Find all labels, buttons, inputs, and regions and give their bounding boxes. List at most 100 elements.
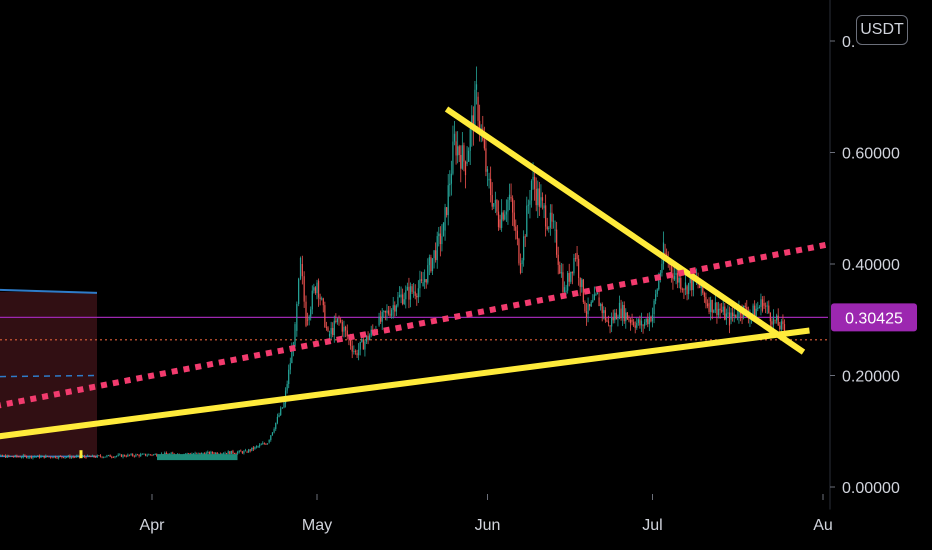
candle-body (447, 185, 449, 216)
candle-body (532, 176, 534, 181)
candle-body (370, 329, 372, 336)
x-tick-label: Jul (642, 517, 662, 534)
candle-body (154, 454, 156, 455)
candle-body (265, 443, 267, 445)
candle-body (485, 148, 487, 172)
candle-body (617, 318, 619, 320)
candle-body (143, 453, 145, 455)
candle-body (468, 150, 470, 162)
candle-body (735, 314, 737, 317)
candle-body (727, 312, 729, 314)
candle-body (384, 311, 386, 313)
candle-body (516, 230, 518, 240)
candle-body (213, 453, 215, 455)
candle-body (497, 211, 500, 228)
candle-body (45, 455, 47, 458)
candle-body (710, 299, 712, 312)
candle-body (5, 455, 7, 458)
candle-body (336, 318, 339, 322)
candle-body (266, 443, 269, 445)
candle-body (280, 408, 282, 416)
candle-body (77, 455, 79, 457)
candle-body (251, 447, 253, 451)
candle-body (716, 302, 718, 316)
range-zone-mid-line (0, 374, 98, 378)
candle-body (53, 456, 55, 458)
descending-resistance-trendline[interactable] (444, 106, 806, 355)
candle-body (446, 207, 448, 216)
candle-body (513, 212, 515, 227)
candle-body (112, 457, 114, 458)
candle-body (50, 456, 52, 458)
candle-body (227, 451, 229, 454)
candle-body (708, 303, 710, 312)
candle-body (165, 452, 167, 455)
candle-body (491, 195, 493, 207)
candle-body (453, 133, 456, 142)
candle-body (684, 282, 687, 290)
candle-body (626, 312, 628, 320)
candle-body (540, 197, 542, 207)
current-price-label: 0.30425 (845, 310, 903, 327)
candle-body (556, 229, 558, 255)
candle-body (738, 307, 740, 317)
candle-body (640, 320, 643, 326)
candle-body (732, 312, 734, 317)
candle-body (431, 258, 434, 272)
current-price-tag[interactable] (831, 303, 917, 332)
candle-body (587, 304, 589, 315)
y-tick-label: 0.60000 (842, 146, 900, 163)
candle-body (59, 456, 61, 457)
dotted-ascending-trendline[interactable] (0, 241, 829, 409)
candle-body (170, 452, 172, 454)
candle-body (724, 306, 726, 320)
candle-body (141, 453, 143, 455)
candle-body (359, 341, 361, 350)
candle-body (733, 314, 735, 317)
candle-body (241, 451, 243, 454)
candle-body (725, 313, 727, 320)
candle-body (713, 310, 715, 313)
candle-body (483, 139, 485, 149)
candle-body (677, 273, 679, 283)
candle-body (760, 299, 762, 307)
volume-marker-green (157, 454, 238, 461)
candle-body (680, 278, 682, 290)
candle-body (457, 146, 459, 156)
candle-body (298, 278, 300, 305)
ascending-support-trendline[interactable] (0, 327, 810, 440)
candle-body (409, 286, 412, 300)
candle-body (210, 451, 212, 455)
candle-body (761, 299, 764, 311)
candle-body (324, 305, 326, 328)
candle-body (472, 115, 474, 130)
candle-body (425, 279, 427, 283)
candle-body (240, 450, 242, 452)
candle-body (230, 450, 232, 454)
candle-body (313, 287, 315, 291)
candle-body (268, 439, 270, 443)
candle-body (706, 303, 709, 307)
candle-body (428, 257, 430, 266)
candle-body (128, 454, 131, 456)
candle-body (362, 339, 364, 350)
candle-body (664, 252, 666, 255)
candle-body (111, 456, 113, 458)
candle-body (551, 212, 553, 222)
candle-body (571, 271, 573, 274)
candle-body (780, 321, 782, 330)
candle-body (286, 384, 288, 391)
currency-selector-button[interactable]: USDT (856, 15, 908, 45)
candle-body (64, 457, 66, 459)
candle-body (543, 205, 545, 209)
candle-body (351, 345, 353, 352)
candle-body (235, 453, 237, 455)
candle-body (17, 456, 20, 458)
candle-body (479, 120, 481, 129)
candle-body (422, 282, 424, 287)
candle-body (138, 454, 140, 457)
candle-body (744, 305, 746, 307)
candle-body (766, 305, 768, 307)
candle-body (438, 233, 440, 237)
